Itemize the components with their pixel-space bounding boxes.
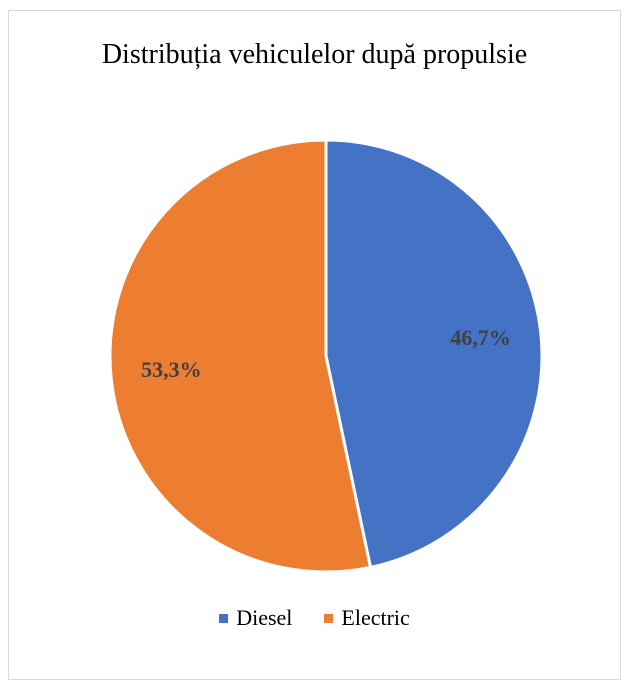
pie-slices [108, 138, 544, 574]
legend-swatch-electric [324, 613, 334, 623]
pie-slice-electric[interactable] [108, 138, 373, 574]
chart-frame: Distribuția vehiculelor după propulsie 4… [8, 10, 621, 680]
data-label-electric: 53,3% [141, 357, 202, 382]
data-label-diesel: 46,7% [450, 325, 511, 350]
legend: Diesel Electric [9, 605, 620, 631]
legend-swatch-diesel [219, 613, 229, 623]
chart-title: Distribuția vehiculelor după propulsie [101, 39, 528, 70]
legend-item-diesel[interactable]: Diesel [219, 605, 292, 631]
legend-item-electric[interactable]: Electric [324, 605, 410, 631]
pie-slice-diesel[interactable] [324, 138, 544, 570]
pie-chart: 46,7% 53,3% [108, 138, 544, 574]
legend-label-electric: Electric [341, 605, 410, 630]
pie-data-labels: 46,7% 53,3% [141, 325, 511, 382]
legend-label-diesel: Diesel [236, 605, 293, 630]
